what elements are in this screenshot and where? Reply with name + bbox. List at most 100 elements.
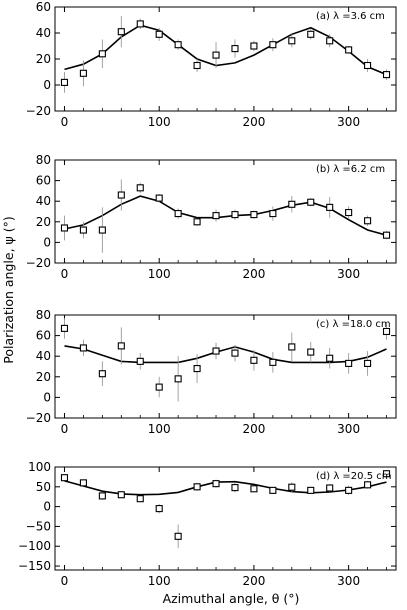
y-tick-label: 0	[43, 235, 51, 249]
y-tick-label: 20	[36, 215, 51, 229]
data-point	[98, 50, 106, 58]
x-tick-label: 100	[148, 115, 171, 129]
plot-frame	[54, 314, 397, 419]
data-point	[60, 474, 69, 482]
x-tick-label: 100	[148, 574, 171, 588]
data-point	[60, 78, 69, 86]
data-point	[212, 212, 220, 220]
data-point	[117, 342, 125, 350]
data-point	[326, 484, 334, 492]
data-point	[155, 383, 163, 391]
y-tick-label: 40	[36, 26, 51, 40]
panel-3: −20 0 20 40 60 80 0 100 200 300 (c) λ =18.0 cm	[26, 308, 397, 436]
panel-2: −20 0 20 40 60 80 0 100 200 300 (b) λ =6.2 cm	[26, 153, 397, 281]
data-point	[117, 491, 125, 499]
panel-label: (c) λ =18.0 cm	[316, 319, 391, 330]
plot-frame	[54, 6, 397, 112]
y-tick-label: 60	[36, 329, 51, 343]
data-point	[269, 358, 277, 366]
x-tick-label: 300	[337, 574, 360, 588]
data-point	[174, 375, 182, 383]
data-point	[250, 356, 258, 364]
y-tick-label: 20	[36, 370, 51, 384]
y-tick-label: −20	[26, 411, 51, 425]
data-point	[174, 41, 182, 49]
data-point	[136, 184, 144, 192]
data-point	[326, 203, 334, 211]
data-point	[326, 354, 334, 362]
data-point	[231, 45, 239, 53]
data-point	[117, 191, 125, 199]
panel-label: (d) λ =20.5 cm	[316, 471, 392, 482]
data-point	[307, 486, 315, 494]
data-point	[212, 347, 220, 355]
y-tick-label: −50	[26, 519, 51, 533]
x-tick-label: 200	[242, 574, 265, 588]
plot-frame	[54, 159, 397, 264]
data-point	[250, 485, 258, 493]
data-point	[364, 217, 372, 225]
data-point	[155, 194, 163, 202]
data-point	[382, 71, 391, 79]
data-point	[288, 343, 296, 351]
data-point	[364, 61, 372, 70]
data-point	[288, 483, 296, 491]
x-tick-label: 100	[148, 267, 171, 281]
data-point	[250, 211, 258, 219]
data-point	[326, 37, 334, 45]
y-tick-label: −100	[18, 539, 51, 553]
x-tick-label: 0	[61, 574, 69, 588]
model-curve	[64, 345, 387, 364]
x-tick-label: 200	[242, 422, 265, 436]
data-point	[98, 226, 106, 234]
model-curve	[64, 24, 387, 76]
data-point	[155, 30, 163, 38]
panel-label: (b) λ =6.2 cm	[316, 164, 385, 175]
x-tick-label: 100	[148, 422, 171, 436]
data-point	[212, 480, 220, 488]
data-point	[136, 20, 144, 28]
data-point	[79, 69, 87, 77]
data-point	[193, 61, 201, 70]
data-point	[345, 486, 353, 494]
data-point	[250, 42, 258, 50]
model-curve	[64, 480, 387, 496]
data-point	[269, 41, 277, 49]
y-tick-label: 40	[36, 194, 51, 208]
panel-4: −150 −100 −50 0 50 100 0 100 200 300 (d) λ =20.5 c…	[18, 460, 397, 588]
data-point	[382, 327, 391, 336]
data-point	[60, 324, 69, 332]
x-tick-label: 200	[242, 267, 265, 281]
x-axis-title: Azimuthal angle, θ (°)	[163, 591, 300, 606]
data-point	[345, 359, 353, 367]
x-tick-label: 0	[61, 267, 69, 281]
data-point	[231, 349, 239, 357]
plot-frame	[54, 466, 397, 571]
data-point	[231, 484, 239, 492]
data-point	[79, 479, 87, 487]
data-point	[193, 218, 201, 226]
data-point	[212, 51, 220, 59]
data-point	[136, 357, 144, 365]
data-point	[288, 200, 296, 208]
y-tick-label: 60	[36, 174, 51, 188]
data-point	[269, 486, 277, 494]
data-point	[174, 210, 182, 218]
x-tick-label: 0	[61, 422, 69, 436]
y-axis-title: Polarization angle, ψ (°)	[1, 216, 16, 363]
y-tick-label: 20	[36, 52, 51, 66]
data-point	[193, 365, 201, 373]
x-tick-label: 300	[337, 422, 360, 436]
data-point	[174, 532, 182, 540]
y-tick-label: 100	[28, 460, 51, 474]
y-tick-label: 40	[36, 349, 51, 363]
data-point	[79, 344, 87, 352]
panel-label: (a) λ =3.6 cm	[316, 11, 385, 22]
y-tick-label: 80	[36, 308, 51, 322]
data-point	[288, 37, 296, 45]
x-tick-label: 300	[337, 267, 360, 281]
data-point	[382, 470, 391, 478]
data-point	[136, 495, 144, 503]
data-point	[382, 231, 391, 239]
